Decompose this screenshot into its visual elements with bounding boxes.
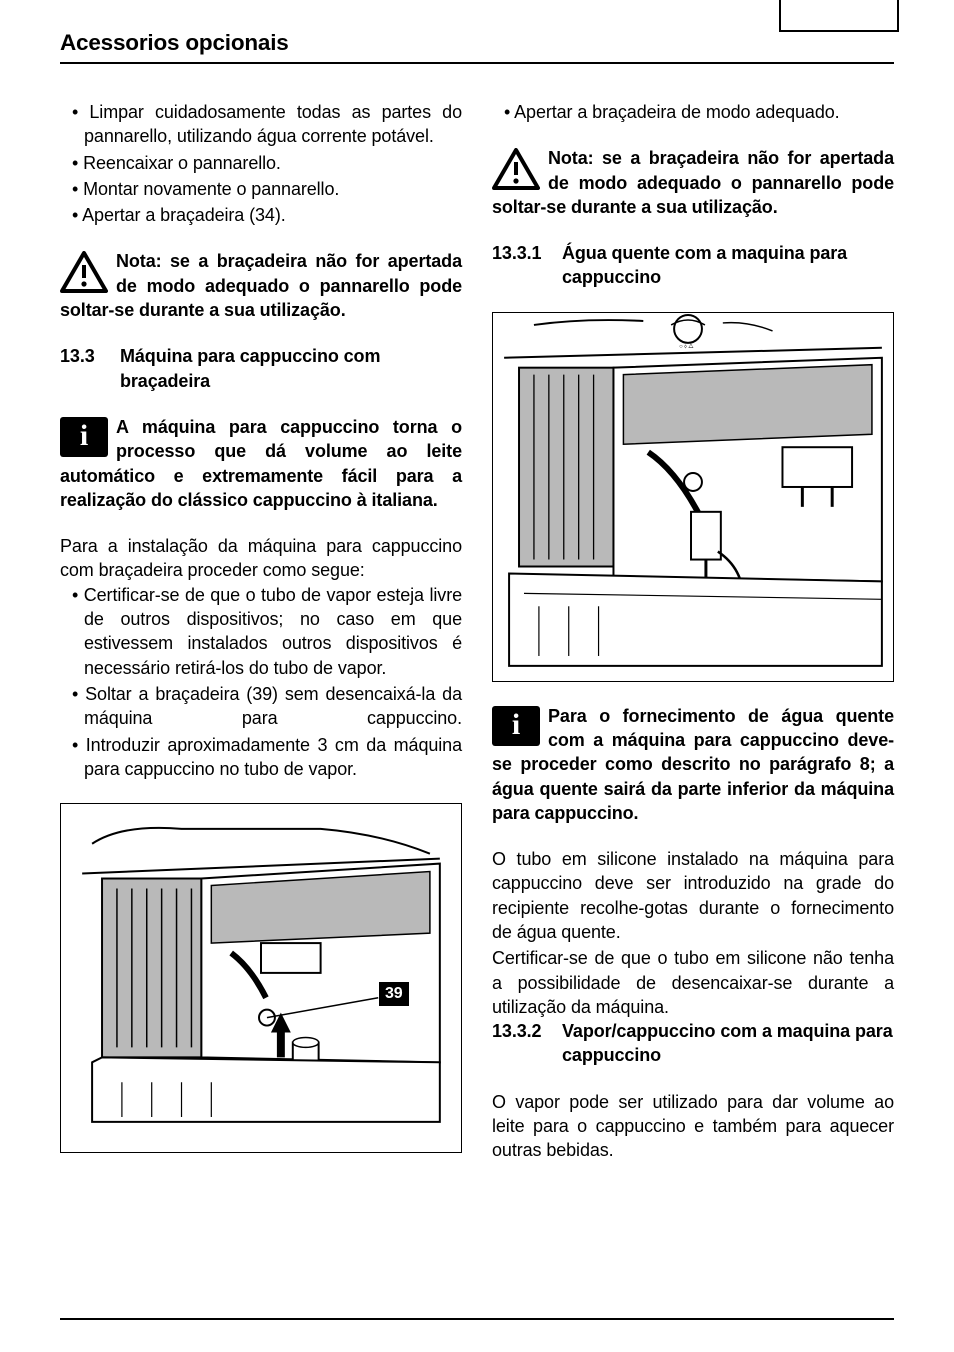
info-note: i A máquina para cappuccino torna o proc… — [60, 415, 462, 512]
content-columns: Limpar cuidadosamente todas as partes do… — [60, 100, 894, 1175]
warning-text: Nota: se a braçadeira não for apertada d… — [492, 146, 894, 219]
info-icon: i — [60, 417, 108, 457]
list-item: Certificar-se de que o tubo de vapor est… — [72, 583, 462, 680]
subsection-number: 13.3.2 — [492, 1019, 562, 1068]
list-item: Introduzir aproximadamente 3 cm da máqui… — [72, 733, 462, 782]
warning-note: Nota: se a braçadeira não for apertada d… — [60, 249, 462, 322]
callout-label: 39 — [379, 982, 409, 1006]
list-item: Reencaixar o pannarello. — [72, 151, 462, 175]
figure-machine-insert: 39 — [60, 803, 462, 1153]
machine-illustration: ○ ⬨ △ — [493, 313, 893, 681]
section-heading: 13.3 Máquina para cappuccino com braçade… — [60, 344, 462, 393]
paragraph: O tubo em silicone instalado na máquina … — [492, 847, 894, 944]
figure-machine-cup: ○ ⬨ △ — [492, 312, 894, 682]
list-item: Apertar a braçadeira (34). — [72, 203, 462, 227]
warning-icon — [492, 148, 540, 192]
info-note: i Para o fornecimento de água quente com… — [492, 704, 894, 825]
machine-illustration — [61, 804, 461, 1152]
bullet-list: Certificar-se de que o tubo de vapor est… — [60, 583, 462, 781]
paragraph: Certificar-se de que o tubo em silicone … — [492, 946, 894, 1019]
bullet-list: Apertar a braçadeira de modo adequado. — [492, 100, 894, 124]
subsection-number: 13.3.1 — [492, 241, 562, 290]
footer-rule — [60, 1318, 894, 1320]
list-item: Limpar cuidadosamente todas as partes do… — [72, 100, 462, 149]
left-column: Limpar cuidadosamente todas as partes do… — [60, 100, 462, 1175]
section-number: 13.3 — [60, 344, 120, 393]
page-header: Acessorios opcionais — [60, 30, 894, 64]
bullet-list: Limpar cuidadosamente todas as partes do… — [60, 100, 462, 227]
warning-text: Nota: se a braçadeira não for apertada d… — [60, 249, 462, 322]
info-icon: i — [492, 706, 540, 746]
subsection-title: Vapor/cappuccino com a maquina para capp… — [562, 1019, 894, 1068]
list-item: Soltar a braçadeira (39) sem desencaixá-… — [72, 682, 462, 731]
subsection-heading: 13.3.1 Água quente com a maquina para ca… — [492, 241, 894, 290]
page-title: Acessorios opcionais — [60, 30, 289, 56]
svg-text:○ ⬨ △: ○ ⬨ △ — [679, 343, 694, 350]
info-text: Para o fornecimento de água quente com a… — [492, 704, 894, 825]
paragraph: Para a instalação da máquina para cappuc… — [60, 534, 462, 583]
thumb-tab — [779, 0, 899, 32]
info-text: A máquina para cappuccino torna o proces… — [60, 415, 462, 512]
subsection-heading: 13.3.2 Vapor/cappuccino com a maquina pa… — [492, 1019, 894, 1068]
list-item: Montar novamente o pannarello. — [72, 177, 462, 201]
subsection-title: Água quente com a maquina para cappuccin… — [562, 241, 894, 290]
section-title: Máquina para cappuccino com braçadeira — [120, 344, 462, 393]
warning-icon — [60, 251, 108, 295]
paragraph: O vapor pode ser utilizado para dar volu… — [492, 1090, 894, 1163]
right-column: Apertar a braçadeira de modo adequado. N… — [492, 100, 894, 1175]
list-item: Apertar a braçadeira de modo adequado. — [504, 100, 894, 124]
warning-note: Nota: se a braçadeira não for apertada d… — [492, 146, 894, 219]
